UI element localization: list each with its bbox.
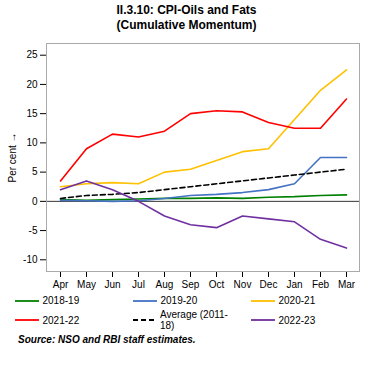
svg-text:May: May (77, 279, 96, 290)
svg-text:Oct: Oct (209, 279, 225, 290)
svg-text:15: 15 (26, 108, 38, 119)
svg-text:0: 0 (32, 196, 38, 207)
svg-text:Nov: Nov (234, 279, 252, 290)
html-text:2021-22: 2021-22 (42, 314, 80, 326)
svg-text:Aug: Aug (156, 279, 174, 290)
html-text:II.3.10: CPI-Oils and Fats (Cu: II.3.10: CPI-Oils and Fats (Cumulative M… (116, 3, 257, 32)
html-text:2020-21: 2020-21 (278, 295, 316, 306)
svg-text:10: 10 (26, 137, 38, 148)
html-text:2019-20: 2019-20 (160, 295, 198, 306)
svg-text:5: 5 (32, 166, 38, 177)
svg-text:Sep: Sep (182, 279, 200, 290)
svg-text:-10: -10 (23, 254, 38, 265)
svg-text:Dec: Dec (260, 279, 278, 290)
svg-text:20: 20 (26, 79, 38, 90)
html-text:Average (2011-18): Average (2011-18) (159, 309, 228, 331)
svg-text:Jun: Jun (104, 279, 120, 290)
svg-text:Per cent →: Per cent → (7, 132, 18, 182)
html-text:2022-23: 2022-23 (278, 314, 316, 326)
html-text:Source: NSO and RBI staff esti: Source: NSO and RBI staff estimates. (18, 334, 196, 345)
html-text:2018-19: 2018-19 (42, 295, 80, 306)
svg-text:Feb: Feb (312, 279, 330, 290)
svg-text:-5: -5 (29, 225, 38, 236)
svg-text:Jul: Jul (132, 279, 145, 290)
svg-text:Jan: Jan (286, 279, 302, 290)
svg-text:Apr: Apr (53, 279, 69, 290)
svg-text:Mar: Mar (338, 279, 356, 290)
svg-text:25: 25 (26, 49, 38, 60)
